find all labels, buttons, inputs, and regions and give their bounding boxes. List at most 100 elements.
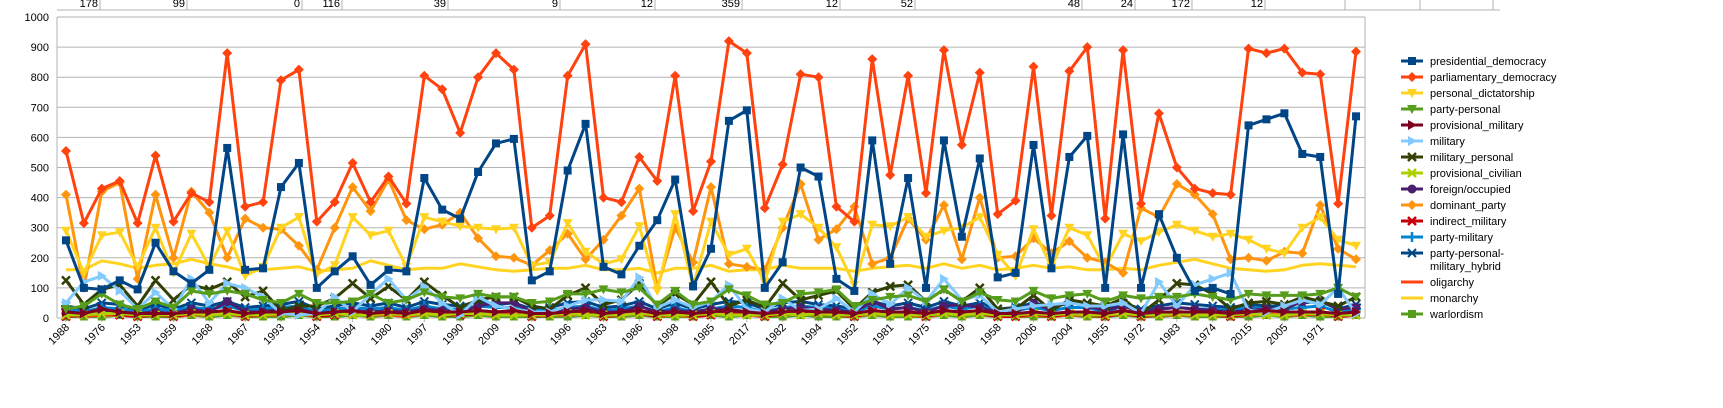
- provisional_military-point: [653, 308, 663, 319]
- personal_dictatorship-point: [275, 223, 286, 233]
- military-point: [886, 299, 896, 310]
- parliamentary_democracy-point: [401, 198, 412, 209]
- personal_dictatorship-point: [1243, 235, 1254, 245]
- presidential_democracy-point: [545, 267, 554, 276]
- provisional_military-point: [1011, 308, 1021, 319]
- military-point: [1208, 273, 1218, 284]
- legend-label: warlordism: [1429, 309, 1483, 321]
- dominant_party-point: [1118, 267, 1129, 278]
- presidential_democracy-point: [438, 205, 447, 214]
- provisional_military-point: [223, 305, 233, 316]
- party-personal-point: [616, 288, 627, 298]
- party-personal-point: [329, 298, 340, 308]
- party-personal-point: [706, 297, 716, 307]
- military_personal-point: [1261, 296, 1272, 307]
- provisional_military-point: [402, 308, 412, 319]
- parliamentary_democracy-point: [473, 72, 484, 83]
- legend-party-personal-point: [1407, 105, 1417, 114]
- parliamentary_democracy-point: [437, 84, 448, 95]
- presidential_democracy-point: [1316, 152, 1325, 161]
- legend-label: military_personal: [1430, 152, 1513, 164]
- parliamentary_democracy-point: [311, 216, 322, 227]
- legend-label: indirect_military: [1430, 216, 1507, 228]
- provisional_military-point: [1280, 306, 1290, 317]
- presidential_democracy-point: [599, 262, 608, 271]
- parliamentary_democracy-point: [992, 209, 1003, 220]
- presidential_democracy-point: [1334, 289, 1343, 298]
- provisional_military-point: [491, 306, 501, 317]
- provisional_military-point: [975, 305, 985, 316]
- dominant_party-point: [831, 224, 842, 235]
- party-personal-point: [132, 304, 143, 314]
- military-point: [205, 297, 215, 308]
- series-personal_dictatorship: [60, 210, 1362, 296]
- parliamentary_democracy-point: [580, 39, 591, 50]
- legend-parliamentary_democracy-point: [1407, 72, 1417, 82]
- party-personal-point: [1315, 289, 1326, 299]
- party-personal-point: [652, 300, 663, 310]
- parliamentary_democracy-point: [544, 210, 555, 221]
- presidential_democracy-point: [1208, 283, 1217, 292]
- parliamentary_democracy-point: [1064, 66, 1075, 77]
- military_personal-point: [1171, 278, 1182, 289]
- parliamentary_democracy-point: [365, 197, 376, 208]
- provisional_military-point: [169, 308, 179, 319]
- provisional_military-point: [420, 305, 430, 316]
- provisional_military-point: [545, 308, 555, 319]
- party-personal-point: [831, 285, 842, 295]
- dominant_party-point: [204, 207, 215, 218]
- party-personal-point: [1100, 297, 1111, 307]
- warlordism-point: [1316, 312, 1325, 321]
- parliamentary_democracy-point: [132, 218, 143, 229]
- presidential_democracy-point: [97, 285, 106, 294]
- presidential_democracy-point: [922, 283, 931, 292]
- dominant_party-point: [150, 189, 161, 200]
- personal_dictatorship-point: [78, 268, 89, 278]
- top-label: 9: [552, 0, 558, 10]
- party-personal-point: [992, 295, 1003, 305]
- party-personal-point: [437, 292, 448, 302]
- parliamentary_democracy-point: [222, 48, 233, 59]
- series-lines: [60, 36, 1362, 322]
- party-personal-point: [759, 300, 770, 310]
- presidential_democracy-point: [276, 183, 285, 192]
- parliamentary_democracy-point: [849, 216, 860, 227]
- legend-item-personal_dictatorship: personal_dictatorship: [1401, 88, 1535, 100]
- party-personal-point: [1064, 291, 1075, 301]
- personal_dictatorship-point: [60, 226, 71, 236]
- presidential_democracy-point: [312, 283, 321, 292]
- party-personal-point: [1118, 291, 1129, 301]
- dominant_party-point: [1082, 252, 1093, 263]
- presidential_democracy-point: [814, 172, 823, 181]
- parliamentary_democracy-point: [508, 64, 519, 75]
- presidential_democracy-point: [241, 265, 250, 274]
- series-parliamentary_democracy: [60, 36, 1362, 233]
- presidential_democracy-point: [993, 273, 1002, 282]
- top-label: 52: [901, 0, 913, 10]
- legend-label: provisional_civilian: [1430, 168, 1522, 180]
- party-personal-point: [168, 303, 179, 313]
- y-tick-label: 600: [31, 132, 49, 144]
- y-tick-label: 200: [31, 253, 49, 265]
- military-point: [1119, 297, 1129, 308]
- presidential_democracy-point: [796, 163, 805, 172]
- series-line-monarchy: [66, 257, 1357, 275]
- personal_dictatorship-point: [240, 271, 251, 281]
- legend-item-dominant_party: dominant_party: [1401, 200, 1506, 212]
- presidential_democracy-point: [61, 236, 70, 245]
- parliamentary_democracy-point: [634, 151, 645, 162]
- parliamentary_democracy-point: [1010, 195, 1021, 206]
- party-personal-point: [598, 285, 609, 295]
- provisional_military-point: [1047, 308, 1057, 319]
- presidential_democracy-point: [169, 267, 178, 276]
- dominant_party-point: [401, 215, 412, 226]
- personal_dictatorship-point: [831, 243, 842, 253]
- legend-label: party-military: [1430, 232, 1493, 244]
- party-personal-point: [562, 289, 573, 299]
- provisional_military-point: [742, 306, 752, 317]
- provisional_military-point: [115, 306, 125, 317]
- party-personal-point: [974, 288, 985, 298]
- personal_dictatorship-point: [490, 225, 501, 235]
- provisional_military-point: [1190, 306, 1200, 317]
